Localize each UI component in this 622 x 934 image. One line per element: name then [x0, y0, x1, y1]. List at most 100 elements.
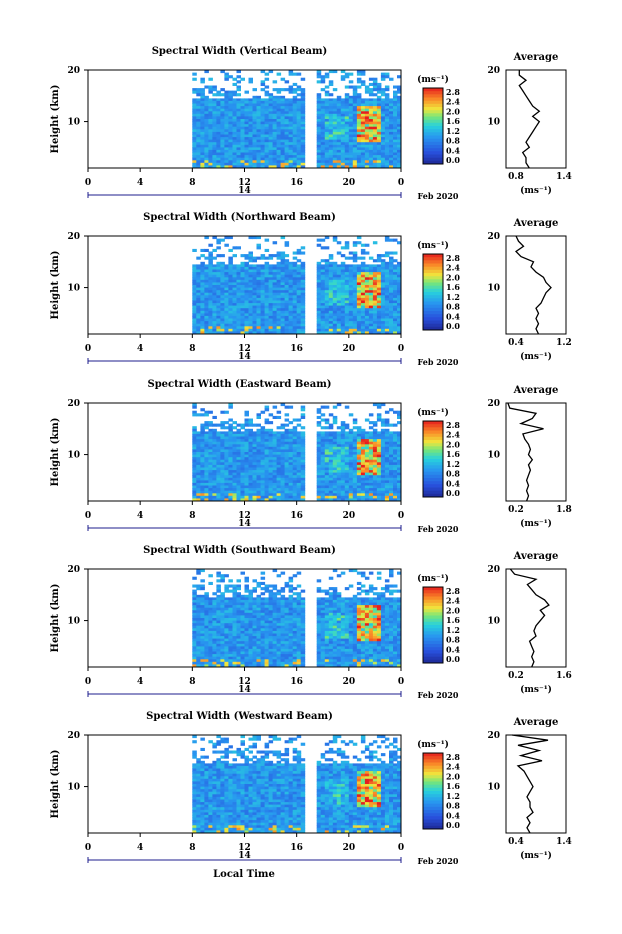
heatmap-cell	[281, 78, 286, 81]
colorbar-swatch	[423, 321, 443, 325]
heatmap-cell	[257, 424, 262, 427]
heatmap-cell	[245, 91, 250, 94]
heatmap-cell	[349, 80, 354, 83]
heatmap-cell	[329, 426, 334, 429]
colorbar-tick-label: 0.0	[446, 488, 460, 498]
colorbar-swatch	[423, 446, 443, 450]
heatmap-cell	[273, 88, 278, 91]
x-tick-label: 4	[137, 511, 143, 521]
heatmap-cell	[269, 421, 274, 424]
heatmap-cell	[325, 75, 330, 78]
colorbar-swatch	[423, 481, 443, 485]
heatmap-cell	[241, 78, 246, 81]
heatmap-cell	[321, 406, 326, 409]
heatmap-cell	[373, 88, 378, 91]
heatmap-cells	[192, 569, 401, 668]
day-label: 14	[238, 519, 251, 529]
heatmap-cell	[237, 75, 242, 78]
heatmap-cell	[329, 83, 334, 86]
colorbar-swatch	[423, 123, 443, 127]
heatmap-cell	[297, 424, 302, 427]
colorbar-swatch	[423, 98, 443, 102]
y-tick-label: 10	[67, 284, 80, 294]
heatmap-cell	[345, 86, 350, 89]
heatmap-cell	[241, 254, 246, 257]
x-tick-label: 0	[85, 178, 91, 188]
heatmap-cell	[337, 426, 342, 429]
colorbar-swatch	[423, 462, 443, 466]
heatmap-cell	[281, 426, 286, 429]
heatmap-cell	[321, 259, 326, 262]
x-tick-label: 0	[398, 344, 404, 354]
average-x-tick-label: 0.8	[508, 172, 524, 182]
heatmap-cell	[224, 421, 229, 424]
heatmap-cell	[321, 80, 326, 83]
average-profile-line	[516, 236, 551, 334]
colorbar-swatch	[423, 324, 443, 328]
heatmap-cell	[224, 574, 229, 577]
heatmap-cell	[341, 254, 346, 257]
heatmap-cell	[317, 75, 322, 78]
colorbar-tick-label: 2.8	[446, 420, 460, 430]
heatmap-cell	[273, 416, 278, 419]
panel-title: Spectral Width (Northward Beam)	[143, 212, 336, 223]
average-x-tick-label: 1.4	[556, 172, 572, 182]
colorbar-tick-label: 1.6	[446, 449, 460, 459]
colorbar-swatch	[423, 126, 443, 130]
heatmap-cell	[285, 254, 290, 257]
heatmap-cell	[269, 257, 274, 260]
colorbar-swatch	[423, 443, 443, 447]
heatmap-cell	[325, 421, 330, 424]
heatmap-cell	[220, 579, 225, 582]
heatmap-cell	[393, 252, 398, 255]
colorbar-swatch	[423, 450, 443, 454]
heatmap-cell	[265, 78, 270, 81]
heatmap-cell	[233, 83, 238, 86]
heatmap-cell	[317, 239, 322, 242]
colorbar-swatch	[423, 421, 443, 425]
heatmap-cell	[357, 73, 362, 76]
heatmap-cell	[285, 406, 290, 409]
heatmap-cell	[353, 244, 358, 247]
heatmap-cell	[200, 587, 205, 590]
heatmap-cell	[277, 411, 282, 414]
heatmap-cell	[385, 411, 390, 414]
heatmap-cell	[293, 252, 298, 255]
heatmap-cell	[357, 257, 362, 260]
heatmap-cell	[208, 582, 213, 585]
colorbar-swatch	[423, 478, 443, 482]
heatmap-cell	[216, 424, 221, 427]
colorbar-swatch	[423, 286, 443, 290]
heatmap-cell	[261, 83, 266, 86]
colorbar-swatch	[423, 257, 443, 261]
heatmap-cell	[329, 413, 334, 416]
colorbar-swatch	[423, 104, 443, 108]
heatmap-cell	[220, 93, 225, 96]
heatmap-cell	[325, 86, 330, 89]
x-tick-label: 16	[290, 344, 303, 354]
heatmap-cell	[212, 416, 217, 419]
heatmap-cell	[204, 413, 209, 416]
heatmap-cell	[249, 259, 254, 262]
colorbar-swatch	[423, 110, 443, 114]
heatmap-cell	[369, 78, 374, 81]
heatmap-cell	[393, 86, 398, 89]
heatmap-cell	[321, 413, 326, 416]
heatmap-cell	[216, 246, 221, 249]
x-tick-label: 4	[137, 178, 143, 188]
colorbar-swatch	[423, 295, 443, 299]
heatmap-cell	[345, 406, 350, 409]
heatmap-cell	[361, 73, 366, 76]
heatmap-cell	[281, 88, 286, 91]
y-axis-label: Height (km)	[50, 251, 61, 320]
colorbar-swatch	[423, 158, 443, 162]
heatmap-cell	[301, 252, 306, 255]
heatmap-cell	[237, 80, 242, 83]
heatmap-cell	[333, 421, 338, 424]
heatmap-cell	[224, 78, 229, 81]
heatmap-cell	[200, 249, 205, 252]
heatmap-cell	[200, 579, 205, 582]
heatmap-cell	[265, 257, 270, 260]
colorbar-tick-label: 0.4	[446, 478, 460, 488]
